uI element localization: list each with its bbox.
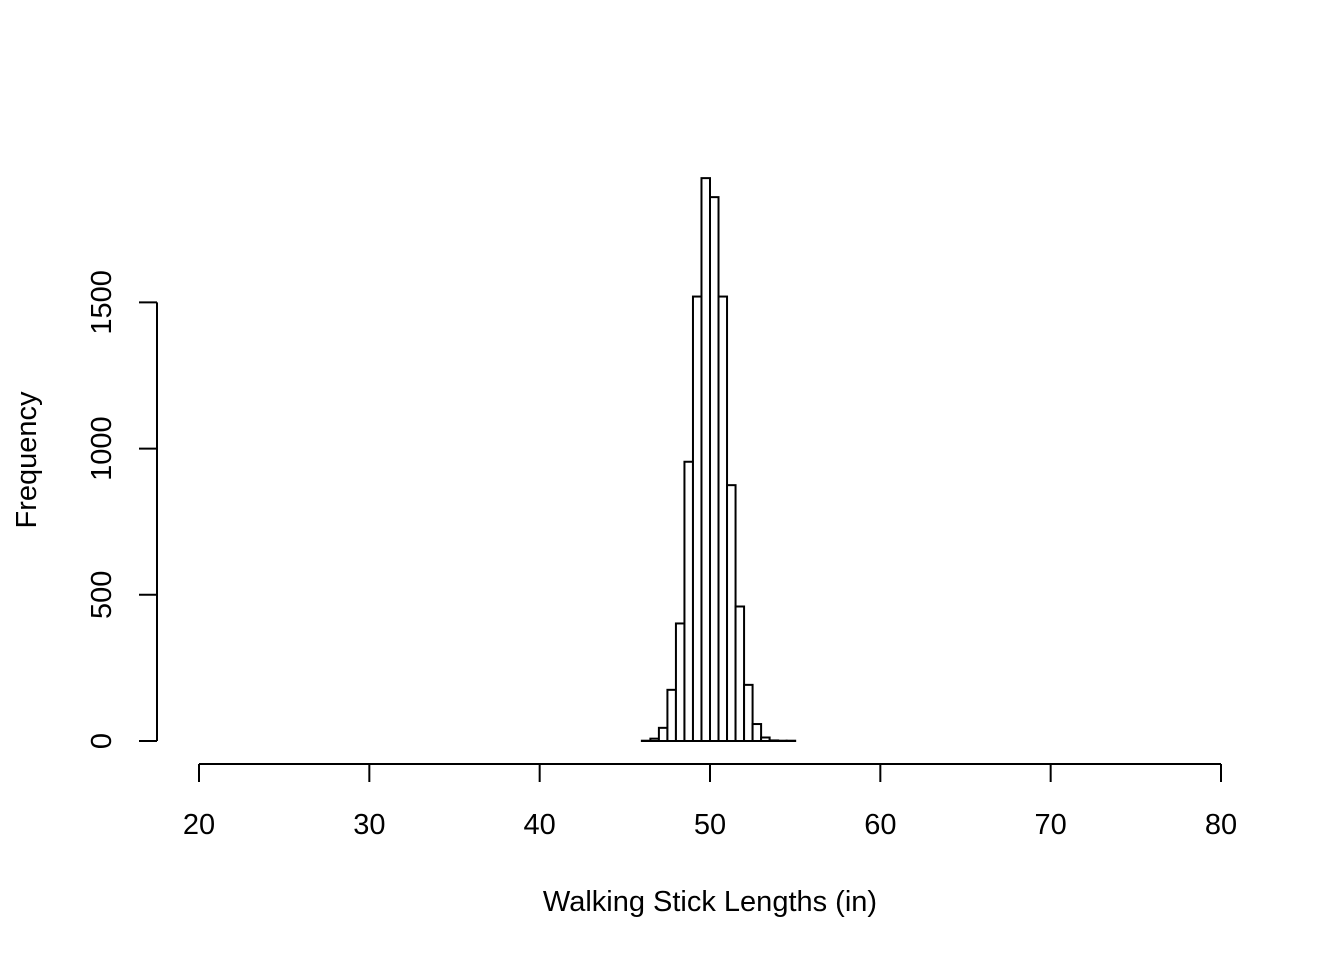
- histogram-bar: [768, 739, 780, 743]
- histogram-bar: [734, 605, 746, 742]
- y-tick-label: 1000: [86, 416, 118, 481]
- x-tick-label: 30: [353, 809, 385, 841]
- histogram-bars: [640, 177, 797, 743]
- x-axis-title: Walking Stick Lengths (in): [543, 886, 877, 918]
- y-tick-label: 0: [86, 733, 118, 749]
- x-axis: 20 30 40 50 60 70 80: [183, 763, 1237, 841]
- y-axis: 0 500 1000 1500: [86, 270, 158, 749]
- y-axis-title: Frequency: [11, 391, 43, 529]
- x-tick-label: 40: [524, 809, 556, 841]
- histogram-bar: [691, 295, 703, 742]
- x-tick-label: 60: [864, 809, 896, 841]
- x-tick-label: 50: [694, 809, 726, 841]
- histogram-bar: [709, 196, 720, 743]
- y-tick-label: 1500: [86, 270, 118, 335]
- x-tick-label: 70: [1035, 809, 1067, 841]
- histogram-bar: [760, 736, 771, 743]
- histogram-bar: [751, 723, 763, 742]
- histogram-bar: [743, 683, 754, 742]
- histogram-bar: [726, 484, 737, 742]
- x-tick-label: 80: [1205, 809, 1237, 841]
- histogram-bar: [700, 177, 712, 742]
- histogram-bar: [657, 726, 669, 742]
- histogram-bar: [717, 295, 729, 742]
- y-tick-label: 500: [86, 571, 118, 619]
- histogram-bar: [674, 622, 686, 742]
- x-tick-label: 20: [183, 809, 215, 841]
- histogram-bar: [666, 688, 677, 743]
- histogram-bar: [683, 460, 694, 742]
- histogram-bar: [649, 737, 660, 743]
